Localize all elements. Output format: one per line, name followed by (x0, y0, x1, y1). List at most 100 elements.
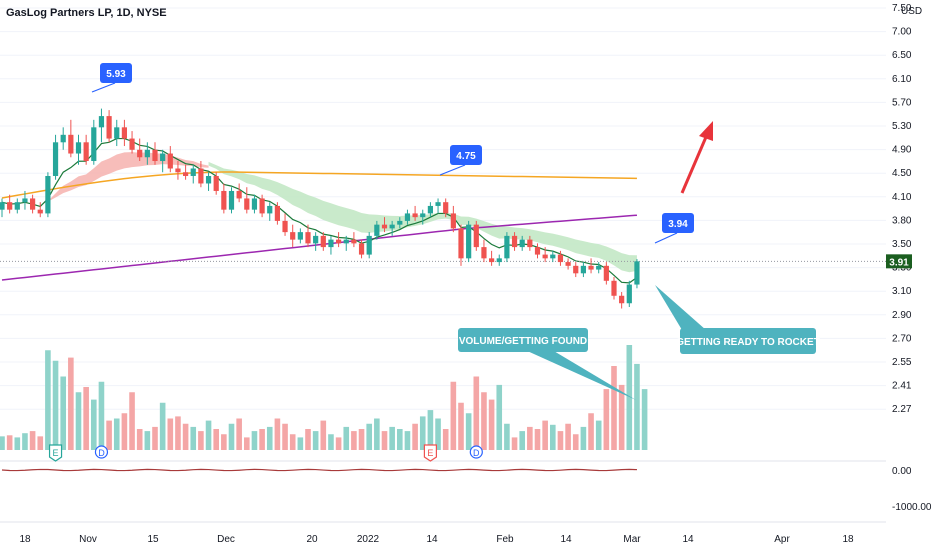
candle-body[interactable] (121, 127, 127, 139)
event-marker-e[interactable]: E (48, 444, 63, 462)
candle-body[interactable] (305, 232, 311, 244)
candle-body[interactable] (366, 235, 372, 255)
candle-body[interactable] (435, 202, 441, 206)
candle-body[interactable] (381, 224, 388, 229)
dividend-icon[interactable] (469, 445, 483, 459)
candle-body[interactable] (274, 205, 280, 221)
candle-body[interactable] (0, 202, 5, 210)
candle-body[interactable] (37, 209, 43, 214)
candle-body[interactable] (290, 232, 296, 240)
candle-body[interactable] (30, 198, 36, 210)
candle-body[interactable] (251, 198, 258, 210)
candle-body[interactable] (358, 243, 365, 255)
candle-body[interactable] (420, 213, 426, 218)
price-callout[interactable]: 5.93 (91, 63, 132, 93)
candle-body[interactable] (473, 224, 479, 248)
candle-body[interactable] (45, 175, 51, 214)
candle-body[interactable] (580, 265, 586, 274)
candle-body[interactable] (374, 224, 380, 236)
callout-box (680, 328, 816, 354)
candle-body[interactable] (458, 228, 464, 259)
candle-body[interactable] (60, 134, 66, 143)
candle-body[interactable] (75, 142, 82, 154)
candle-body[interactable] (336, 239, 342, 244)
candle-body[interactable] (519, 239, 525, 248)
candle-body[interactable] (504, 235, 510, 259)
candle-body[interactable] (550, 254, 556, 259)
candle-body[interactable] (236, 190, 242, 199)
rocket-callout[interactable]: GETTING READY TO ROCKET (655, 285, 820, 354)
candle-body[interactable] (389, 224, 395, 229)
candle-body[interactable] (313, 235, 319, 244)
candle-body[interactable] (137, 149, 143, 158)
candle-body[interactable] (626, 284, 632, 304)
price-callout[interactable]: 4.75 (439, 145, 482, 176)
event-marker-e[interactable]: E (423, 444, 437, 462)
candle-body[interactable] (144, 149, 150, 158)
candle-body[interactable] (190, 168, 196, 176)
candle-body[interactable] (183, 172, 189, 176)
candle-body[interactable] (244, 198, 250, 210)
candle-body[interactable] (320, 235, 326, 248)
candle-body[interactable] (565, 262, 571, 266)
candle-body[interactable] (14, 202, 20, 210)
candle-body[interactable] (596, 265, 602, 270)
candle-body[interactable] (267, 205, 273, 214)
candle-body[interactable] (466, 224, 472, 259)
event-marker-d[interactable]: D (94, 445, 109, 459)
candle-body[interactable] (205, 175, 212, 184)
dividend-icon[interactable] (94, 445, 109, 459)
candle-body[interactable] (603, 265, 609, 281)
candle-body[interactable] (98, 116, 105, 128)
volume-callout[interactable]: VOLUME/GETTING FOUND (458, 328, 636, 400)
candle-body[interactable] (412, 213, 418, 218)
candle-body[interactable] (404, 213, 411, 221)
candle-body[interactable] (527, 239, 533, 248)
candle-body[interactable] (52, 142, 59, 176)
candle-body[interactable] (489, 258, 495, 263)
candle-body[interactable] (198, 168, 204, 184)
candle-body[interactable] (114, 127, 120, 139)
candle-body[interactable] (167, 153, 173, 169)
candle-body[interactable] (511, 235, 518, 248)
candle-body[interactable] (221, 190, 227, 210)
earnings-icon[interactable] (48, 444, 63, 462)
candle-body[interactable] (481, 247, 487, 259)
candle-body[interactable] (228, 190, 235, 210)
candle-body[interactable] (588, 265, 594, 270)
candle-body[interactable] (542, 254, 548, 259)
candle-body[interactable] (106, 116, 112, 139)
event-marker-d[interactable]: D (469, 445, 483, 459)
candle-body[interactable] (619, 295, 625, 304)
candle-body[interactable] (68, 134, 74, 154)
candle-body[interactable] (152, 149, 158, 162)
candle-body[interactable] (129, 138, 135, 150)
candle-body[interactable] (450, 213, 456, 229)
candle-body[interactable] (397, 220, 403, 225)
candle-body[interactable] (7, 202, 13, 210)
candle-body[interactable] (534, 247, 541, 255)
earnings-icon[interactable] (423, 444, 437, 462)
candle-body[interactable] (634, 261, 640, 285)
candle-body[interactable] (297, 232, 303, 240)
candle-body[interactable] (213, 175, 219, 191)
candle-body[interactable] (22, 198, 28, 203)
candle-body[interactable] (443, 202, 449, 214)
candle-body[interactable] (259, 198, 265, 214)
candle-body[interactable] (175, 168, 181, 173)
candle-body[interactable] (573, 265, 579, 274)
candle-body[interactable] (343, 239, 349, 244)
candle-body[interactable] (160, 153, 166, 162)
price-callout[interactable]: 3.94 (654, 213, 694, 244)
candle-body[interactable] (427, 205, 433, 214)
candle-body[interactable] (496, 258, 502, 263)
candle-body[interactable] (83, 142, 89, 162)
candle-body[interactable] (91, 127, 97, 162)
candle-body[interactable] (351, 239, 357, 244)
candle-body[interactable] (557, 254, 564, 263)
candle-body[interactable] (611, 280, 617, 296)
candle-body[interactable] (282, 220, 288, 233)
candle-body[interactable] (328, 239, 334, 248)
